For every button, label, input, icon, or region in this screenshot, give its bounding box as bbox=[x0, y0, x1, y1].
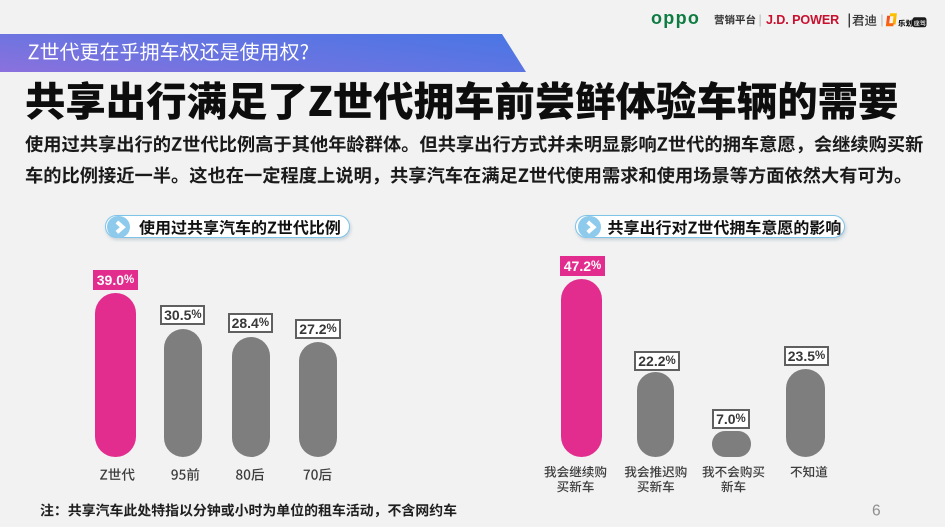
svg-text:J.D. POWER: J.D. POWER bbox=[766, 13, 839, 27]
svg-text:oppo: oppo bbox=[651, 8, 700, 28]
svg-text:6: 6 bbox=[872, 503, 881, 520]
